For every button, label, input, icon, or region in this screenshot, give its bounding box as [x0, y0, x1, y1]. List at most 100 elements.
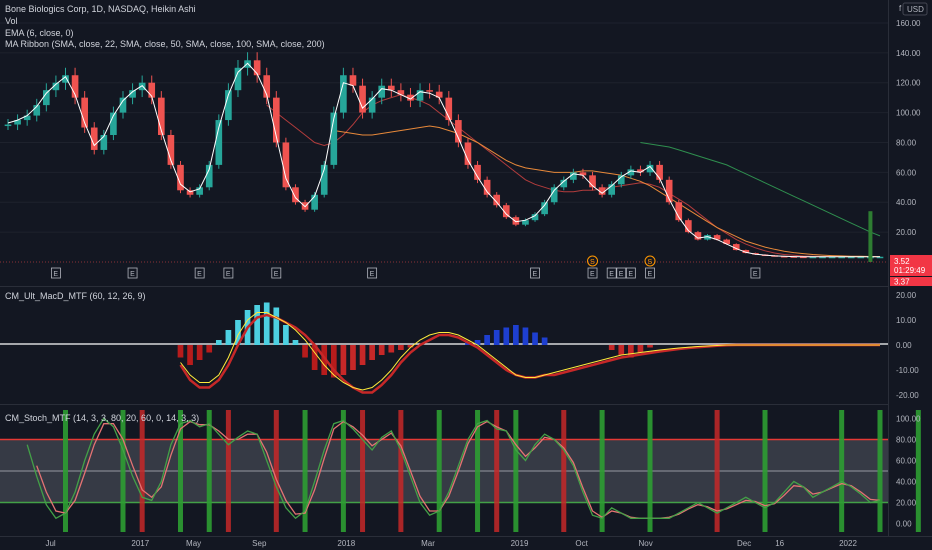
candle-body[interactable] [407, 94, 414, 101]
candle-body[interactable] [723, 239, 730, 245]
candle-body[interactable] [244, 60, 251, 68]
candle-body[interactable] [474, 164, 481, 180]
candle-body[interactable] [742, 250, 750, 254]
candle-body[interactable] [435, 91, 443, 98]
candle-body[interactable] [158, 97, 165, 135]
candle-body[interactable] [876, 256, 884, 259]
candle-body[interactable] [62, 75, 69, 83]
candle-body[interactable] [675, 202, 683, 221]
candle-body[interactable] [531, 214, 539, 221]
candle-body[interactable] [828, 256, 836, 259]
candle-body[interactable] [320, 164, 328, 195]
candle-body[interactable] [119, 97, 127, 113]
candle-body[interactable] [205, 164, 213, 188]
candle-body[interactable] [90, 127, 98, 150]
stochastic-pane[interactable] [0, 410, 921, 532]
candle-body[interactable] [713, 235, 721, 240]
candle-body[interactable] [263, 75, 271, 98]
candle-body[interactable] [196, 187, 203, 195]
candle-body[interactable] [359, 85, 366, 113]
candle-body[interactable] [627, 169, 635, 176]
candle-body[interactable] [215, 120, 223, 165]
earnings-marker[interactable] [587, 267, 598, 279]
earnings-marker[interactable] [606, 267, 617, 279]
candle-body[interactable] [282, 142, 290, 188]
ma-ribbon-label[interactable]: MA Ribbon (SMA, close, 22, SMA, close, 5… [5, 39, 325, 49]
candle-body[interactable] [732, 244, 740, 251]
candle-body[interactable] [589, 175, 596, 188]
earnings-marker[interactable] [223, 267, 234, 279]
candle-body[interactable] [570, 172, 577, 180]
candle-body[interactable] [52, 82, 60, 91]
candle-body[interactable] [23, 115, 31, 121]
pane-separator[interactable] [0, 286, 888, 287]
candle-body[interactable] [819, 256, 826, 259]
candle-body[interactable] [225, 90, 232, 121]
split-marker[interactable] [644, 255, 656, 267]
candle-body[interactable] [167, 135, 175, 165]
candle-body[interactable] [253, 60, 261, 76]
candle-body[interactable] [637, 169, 644, 173]
candle-body[interactable] [665, 179, 673, 203]
time-axis[interactable]: Jul 2017 May Sep 2018 Mar 2019 Oct Nov Dec 16 2022 [45, 539, 857, 548]
candle-body[interactable] [847, 256, 855, 259]
split-marker[interactable] [587, 255, 599, 267]
candle-body[interactable] [426, 90, 433, 92]
candle-body[interactable] [340, 75, 347, 113]
candle-body[interactable] [148, 82, 156, 98]
candle-body[interactable] [416, 90, 424, 101]
candle-body[interactable] [349, 75, 357, 86]
candle-body[interactable] [71, 75, 79, 98]
candle-body[interactable] [100, 135, 108, 150]
candle-body[interactable] [14, 120, 21, 125]
candle-body[interactable] [311, 194, 318, 210]
candle-body[interactable] [809, 256, 817, 259]
candle-body[interactable] [387, 85, 395, 91]
macd-title[interactable]: CM_Ult_MacD_MTF (60, 12, 26, 9) [5, 291, 146, 301]
candle-body[interactable] [608, 184, 616, 195]
candle-body[interactable] [445, 97, 453, 121]
volume-label[interactable]: Vol [5, 16, 18, 26]
candle-body[interactable] [704, 235, 711, 240]
candle-body[interactable] [694, 232, 702, 240]
candle-body[interactable] [512, 217, 520, 225]
candle-body[interactable] [397, 90, 405, 95]
candle-body[interactable] [550, 187, 558, 203]
candle-body[interactable] [579, 172, 587, 176]
candle-body[interactable] [541, 202, 548, 215]
candle-body[interactable] [378, 85, 386, 98]
earnings-marker[interactable] [645, 267, 655, 279]
candle-body[interactable] [177, 164, 184, 191]
candle-body[interactable] [617, 175, 625, 185]
candle-body[interactable] [301, 202, 309, 210]
candle-body[interactable] [129, 90, 136, 98]
candle-body[interactable] [838, 256, 845, 259]
candle-body[interactable] [502, 205, 510, 218]
main-price-pane[interactable]: E E E E E E E E E E E E ES S [0, 22, 888, 279]
earnings-marker[interactable] [51, 267, 61, 279]
symbol-title[interactable]: Bone Biologics Corp, 1D, NASDAQ, Heikin … [5, 4, 196, 14]
macd-pane[interactable] [0, 302, 888, 394]
candle-body[interactable] [455, 120, 462, 143]
currency-badge[interactable] [902, 2, 928, 16]
candle-body[interactable] [330, 112, 338, 165]
candle-body[interactable] [560, 179, 568, 188]
earnings-marker[interactable] [625, 267, 636, 279]
candle-body[interactable] [464, 142, 472, 165]
candle-body[interactable] [186, 190, 194, 195]
ema-label[interactable]: EMA (6, close, 0) [5, 28, 74, 38]
earnings-marker[interactable] [127, 267, 138, 279]
candle-body[interactable] [81, 97, 88, 128]
earnings-marker[interactable] [750, 267, 761, 279]
stoch-axis[interactable]: 100.00 80.00 60.00 40.00 20.00 0.00 [896, 414, 921, 528]
earnings-marker[interactable] [194, 267, 205, 279]
candle-body[interactable] [292, 187, 299, 203]
event-markers[interactable]: E E E E E E E E E E E E ES S [51, 255, 761, 279]
macd-axis[interactable]: 20.00 10.00 0.00 -10.00 -20.00 [896, 291, 919, 400]
candle-body[interactable] [646, 164, 654, 173]
candle-body[interactable] [522, 220, 529, 225]
candle-body[interactable] [110, 112, 117, 135]
candle-body[interactable] [272, 97, 280, 143]
earnings-marker[interactable] [530, 267, 540, 279]
pane-separator[interactable] [0, 404, 888, 405]
